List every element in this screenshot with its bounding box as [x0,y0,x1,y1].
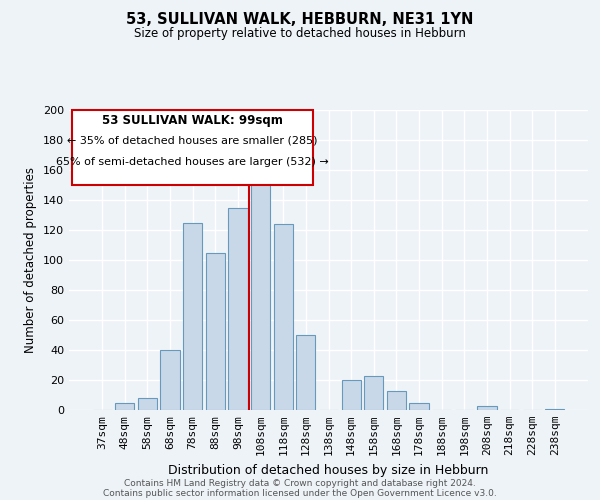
Bar [183,222,202,410]
Bar [251,158,270,410]
Bar [387,390,406,410]
Text: 65% of semi-detached houses are larger (532) →: 65% of semi-detached houses are larger (… [56,157,329,167]
Bar [229,208,248,410]
Text: Contains HM Land Registry data © Crown copyright and database right 2024.: Contains HM Land Registry data © Crown c… [124,478,476,488]
Bar [138,398,157,410]
Bar [364,376,383,410]
Bar [545,408,565,410]
Text: 53 SULLIVAN WALK: 99sqm: 53 SULLIVAN WALK: 99sqm [102,114,283,127]
Text: 53, SULLIVAN WALK, HEBBURN, NE31 1YN: 53, SULLIVAN WALK, HEBBURN, NE31 1YN [127,12,473,28]
Bar [477,406,497,410]
Text: Contains public sector information licensed under the Open Government Licence v3: Contains public sector information licen… [103,488,497,498]
Bar [341,380,361,410]
Bar [409,402,428,410]
Text: ← 35% of detached houses are smaller (285): ← 35% of detached houses are smaller (28… [67,136,317,145]
Bar [296,335,316,410]
Bar [160,350,180,410]
Y-axis label: Number of detached properties: Number of detached properties [25,167,37,353]
Bar [206,252,225,410]
Bar [274,224,293,410]
Bar [115,402,134,410]
X-axis label: Distribution of detached houses by size in Hebburn: Distribution of detached houses by size … [169,464,488,476]
Text: Size of property relative to detached houses in Hebburn: Size of property relative to detached ho… [134,28,466,40]
